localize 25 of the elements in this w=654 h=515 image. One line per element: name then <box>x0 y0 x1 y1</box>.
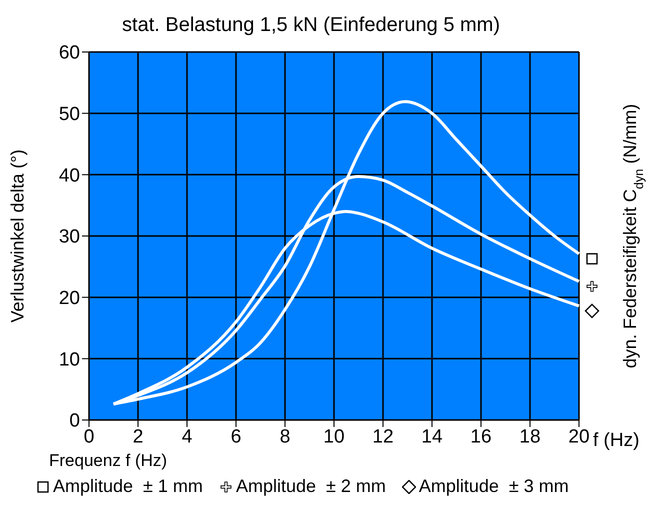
x-tick-label: 8 <box>280 426 290 448</box>
legend-label: Amplitude ± 1 mm <box>53 476 203 497</box>
y-tick-label: 0 <box>69 410 80 432</box>
x-tick-label: 10 <box>323 426 345 448</box>
x-tick-label: 6 <box>230 426 242 448</box>
y-axis-title: Verlustwinkel delta (°) <box>7 149 28 323</box>
text: f (Hz) <box>593 430 640 451</box>
x-tick-label: 18 <box>519 426 541 448</box>
legend-label: Amplitude ± 3 mm <box>418 476 569 497</box>
y-tick-label: 20 <box>58 288 80 310</box>
legend-label: Amplitude ± 2 mm <box>236 476 386 497</box>
x-tick-label: 0 <box>84 426 94 448</box>
x-axis-title: Frequenz f (Hz) <box>49 451 168 470</box>
x-tick-label: 14 <box>421 426 443 448</box>
y-tick-label: 30 <box>58 226 80 248</box>
x-tick-label: 20 <box>568 426 590 448</box>
x-tick-label: 2 <box>132 426 144 448</box>
y-tick-label: 50 <box>58 104 80 126</box>
x-tick-label: 16 <box>470 426 492 448</box>
chart-title: stat. Belastung 1,5 kN (Einfederung 5 mm) <box>121 14 501 37</box>
y-tick-label: 40 <box>58 165 80 186</box>
x-tick-label: 12 <box>372 426 394 448</box>
x-tick-label: 4 <box>182 426 193 448</box>
y-tick-label: 60 <box>58 42 80 64</box>
y-tick-label: 10 <box>58 349 80 370</box>
